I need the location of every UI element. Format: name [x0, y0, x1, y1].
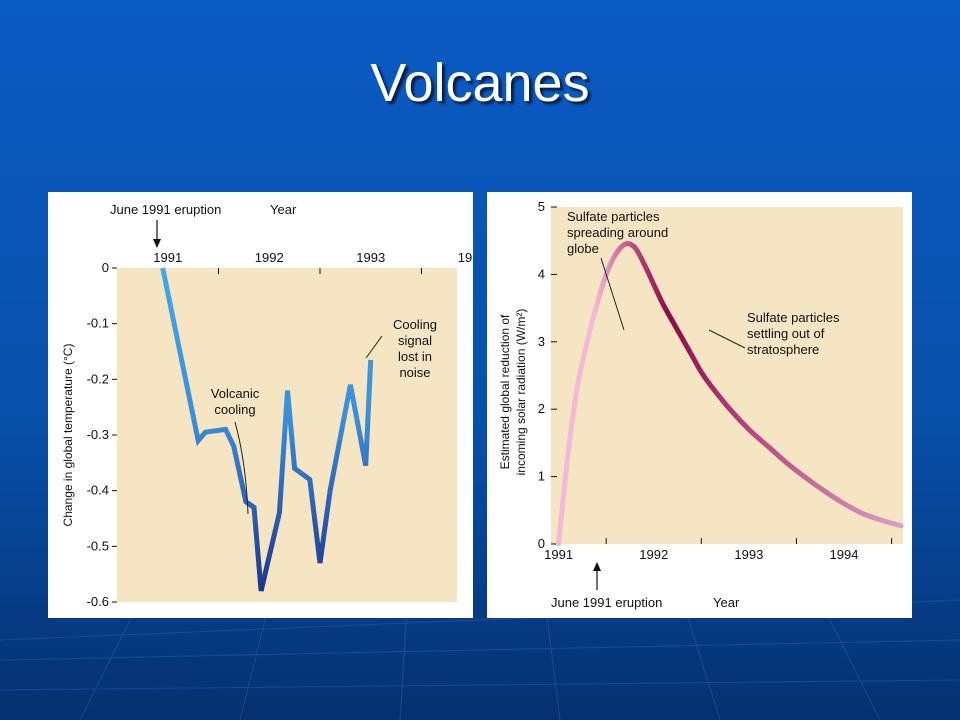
x-axis-ticks: 1991 1992 1993 1994	[544, 538, 893, 562]
y-axis-label: Estimated global reduction of incoming s…	[498, 309, 528, 476]
spreading-label-line-2: spreading around	[567, 225, 668, 240]
y-axis: 0 1 2 3 4 5	[538, 199, 557, 551]
x-axis-ticks: 1991 1992 1993 1994	[153, 250, 473, 274]
radiation-chart: 0 1 2 3 4 5 1991 1992 1993 1994 Year Estimated g…	[498, 199, 904, 610]
signal-label-line-2: signal	[398, 333, 432, 348]
y-tick-label: 0	[538, 536, 545, 551]
spreading-annotation: Sulfate particles spreading around globe	[567, 209, 668, 331]
x-tick-label: 1992	[255, 250, 284, 265]
y-tick-label: 3	[538, 334, 545, 349]
settling-label-line-1: Sulfate particles	[747, 310, 840, 325]
y-tick-label: -0.5	[87, 538, 109, 553]
y-tick-label: -0.1	[87, 316, 109, 331]
radiation-chart-panel: 0 1 2 3 4 5 1991 1992 1993 1994 Year Estimated g…	[487, 192, 912, 618]
eruption-annotation: June 1991 eruption	[551, 595, 662, 610]
y-tick-label: -0.3	[87, 427, 109, 442]
volcanic-cooling-annotation: Volcanic cooling	[211, 386, 260, 515]
temperature-series-line	[160, 267, 374, 592]
y-tick-label: 1	[538, 469, 545, 484]
temperature-chart: 0-0.1-0.2-0.3-0.4-0.5-0.6 1991 1992 1993 19…	[61, 202, 473, 609]
y-tick-label: 5	[538, 199, 545, 214]
eruption-annotation: June 1991 eruption	[110, 202, 221, 217]
cooling-leader-line	[234, 421, 249, 515]
x-tick-label: 1993	[734, 547, 763, 562]
settling-label-line-3: stratosphere	[747, 342, 819, 357]
spreading-leader-line	[600, 257, 625, 331]
y-axis: 0 -0.1 -0.2 -0.3 -0.4 -0.5 -0.6	[87, 260, 117, 609]
signal-label-line-3: lost in	[398, 349, 432, 364]
cooling-label-line-1: Volcanic	[211, 386, 260, 401]
x-tick-label: 1994	[830, 547, 859, 562]
y-tick-label: -0.4	[87, 483, 109, 498]
y-tick-label: -0.6	[87, 594, 109, 609]
settling-annotation: Sulfate particles settling out of strato…	[708, 310, 840, 357]
x-tick-label: 1993	[356, 250, 385, 265]
spreading-label-line-3: globe	[567, 241, 599, 256]
signal-leader-line	[365, 335, 383, 359]
x-tick-label: 1994	[458, 250, 473, 265]
cooling-signal-annotation: Cooling signal lost in noise	[365, 317, 437, 380]
x-tick-label: 1992	[639, 547, 668, 562]
signal-label-line-1: Cooling	[393, 317, 437, 332]
plot-area	[551, 207, 903, 544]
y-tick-label: 4	[538, 266, 545, 281]
eruption-arrow	[593, 562, 601, 590]
y-tick-label: -0.2	[87, 371, 109, 386]
cooling-label-line-2: cooling	[214, 402, 255, 417]
signal-label-line-4: noise	[399, 365, 430, 380]
x-axis-label: Year	[713, 595, 740, 610]
settling-leader-line	[708, 329, 746, 349]
settling-label-line-2: settling out of	[747, 326, 825, 341]
slide-title: Volcanes	[370, 53, 590, 113]
y-tick-label: 2	[538, 401, 545, 416]
y-axis-label: Change in global temperature (°C)	[61, 344, 75, 527]
x-tick-label: 1991	[153, 250, 182, 265]
x-axis-label: Year	[270, 202, 297, 217]
eruption-arrow	[153, 220, 161, 248]
y-axis-label-line-1: Estimated global reduction of	[498, 314, 512, 469]
spreading-label-line-1: Sulfate particles	[567, 209, 660, 224]
temperature-chart-panel: 0 -0.1 -0.2 -0.3 -0.4 -0.5 -0.6 1991 1992 1993 19…	[48, 192, 473, 618]
x-tick-label: 1991	[544, 547, 573, 562]
y-tick-label: 0	[102, 260, 109, 275]
radiation-series-line	[556, 241, 904, 547]
y-axis-label-line-2: incoming solar radiation (W/m²)	[514, 309, 528, 476]
